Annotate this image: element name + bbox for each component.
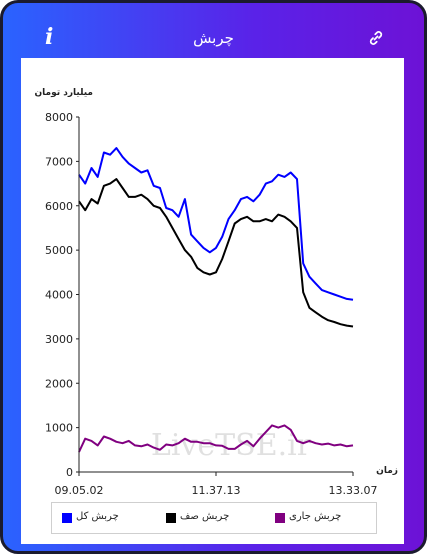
y-tick-label-5: 5000	[45, 244, 73, 257]
watermark: LiveTSE.ir	[151, 428, 312, 463]
y-tick-label-6: 6000	[45, 200, 73, 213]
legend-label-jari: چربش جاری	[289, 511, 342, 522]
series-line-saf	[78, 178, 354, 328]
legend-swatch-saf	[166, 513, 176, 523]
y-tick-label-7: 7000	[45, 155, 73, 168]
x-axis-label: زمان	[376, 466, 398, 476]
header: i چربش	[3, 3, 424, 57]
y-axis-label: میلیارد تومان	[34, 88, 93, 98]
y-tick-label-3: 3000	[45, 333, 73, 346]
y-tick-label-4: 4000	[45, 289, 73, 302]
legend-label-kol: چربش کل	[76, 511, 119, 522]
y-tick-label-0: 0	[66, 466, 73, 479]
legend-label-saf: چربش صف	[180, 511, 230, 522]
y-tick-label-8: 8000	[45, 111, 73, 124]
chart-panel: میلیارد تومان زمان 0 1000 2000 3000 4000 5000…	[21, 58, 404, 544]
chart: میلیارد تومان زمان 0 1000 2000 3000 4000 5000…	[34, 88, 398, 497]
y-tick-label-2: 2000	[45, 377, 73, 390]
link-icon[interactable]	[368, 30, 384, 46]
series-line-jari	[78, 424, 354, 453]
legend-swatch-kol	[62, 513, 72, 523]
y-tick-label-1: 1000	[45, 422, 73, 435]
x-tick-label-1: 11.37.13	[192, 484, 241, 497]
series-line-kol	[78, 147, 354, 301]
x-tick-label-2: 13.33.07	[329, 484, 378, 497]
page-title: چربش	[193, 29, 234, 47]
legend: چربش کل چربش صف چربش جاری	[51, 502, 377, 534]
x-tick-label-0: 09.05.02	[55, 484, 104, 497]
legend-swatch-jari	[275, 513, 285, 523]
info-icon[interactable]: i	[45, 24, 54, 50]
